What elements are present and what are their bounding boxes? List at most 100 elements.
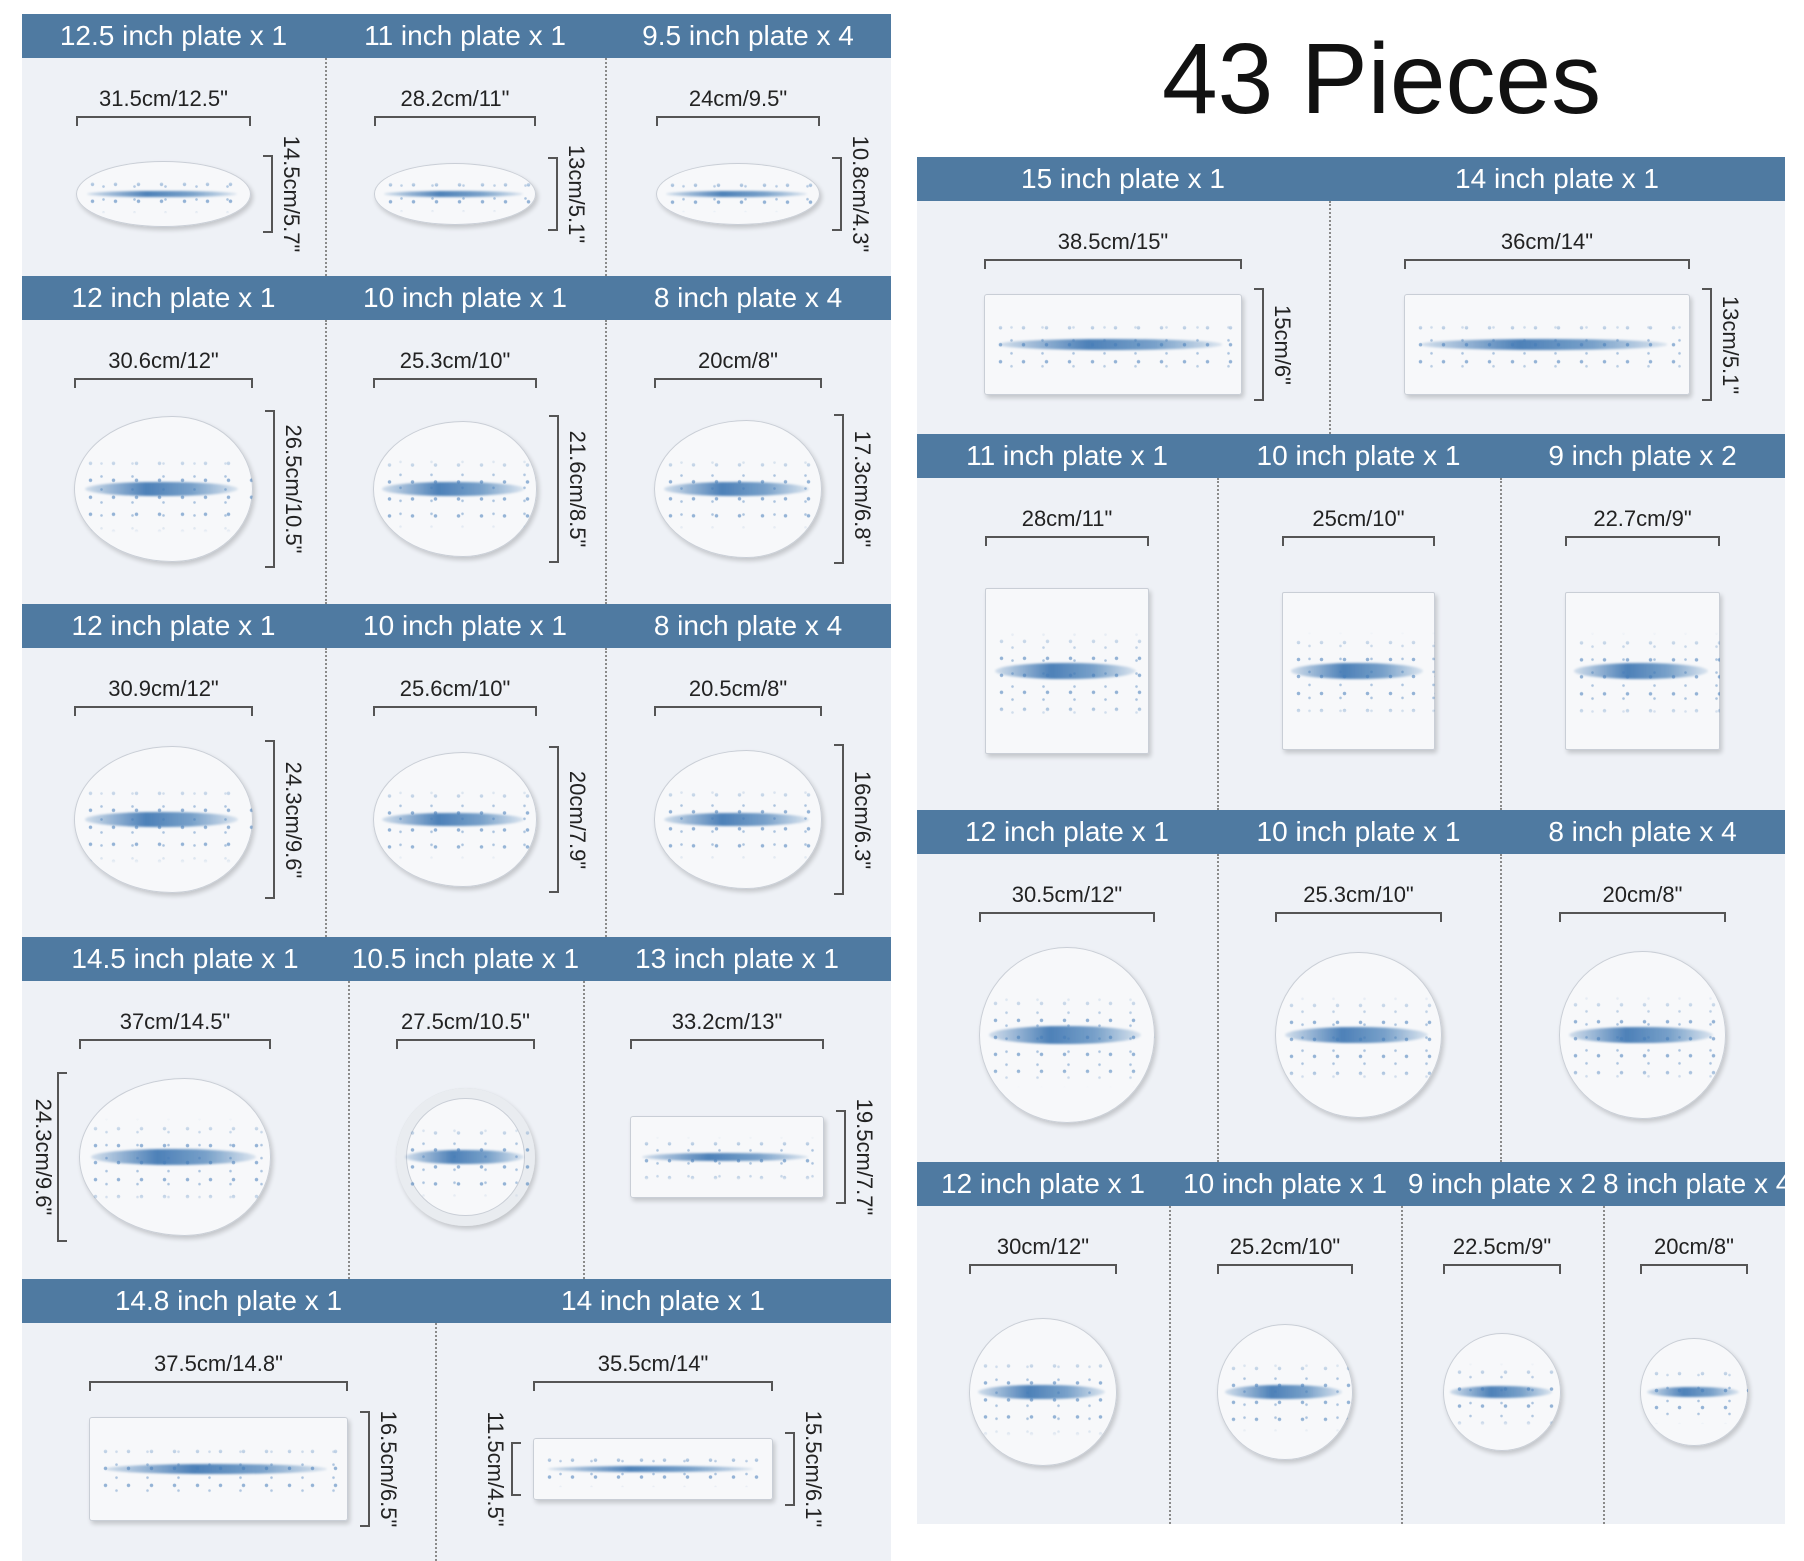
right-row-0-width-bracket-0 xyxy=(983,259,1243,269)
left-row-0-plate-2 xyxy=(655,162,821,226)
right-row-1-plate-splatter-1 xyxy=(1281,592,1436,750)
right-row-1-label-0: 11 inch plate x 1 xyxy=(966,440,1168,471)
left-row-1-width-0: 30.6cm/12" xyxy=(108,348,219,373)
right-row-1-plate-2 xyxy=(1564,591,1720,751)
right-row-0-divider-1 xyxy=(1329,201,1331,434)
right-row-3-width-bracket-2 xyxy=(1442,1264,1562,1274)
left-row-2-plate-2 xyxy=(653,750,823,889)
left-row-0-divider-2 xyxy=(605,58,607,276)
left-row-3-width-1: 27.5cm/10.5" xyxy=(401,1009,530,1034)
left-row-1-plate-1 xyxy=(372,421,538,557)
right-row-3-label-0: 12 inch plate x 1 xyxy=(941,1168,1145,1199)
left-row-3-plate-0 xyxy=(79,1078,271,1236)
left-row-4-header xyxy=(22,1279,891,1323)
left-row-1-width-1: 25.3cm/10" xyxy=(399,348,511,373)
right-row-3-label-2: 9 inch plate x 2 xyxy=(1407,1168,1597,1199)
right-row-2-plate-2 xyxy=(1558,951,1727,1119)
left-row-1-plate-2 xyxy=(653,419,823,559)
left-row-3-plate-splatter-1 xyxy=(396,1087,535,1227)
left-row-4-plate-splatter-1 xyxy=(533,1437,773,1501)
left-row-4-width-bracket-1 xyxy=(533,1381,773,1391)
right-row-1-width-bracket-1 xyxy=(1281,536,1436,546)
right-row-2-width-1: 25.3cm/10" xyxy=(1303,882,1414,907)
right-row-3-divider-2 xyxy=(1401,1206,1403,1524)
left-row-3-header xyxy=(22,937,891,981)
left-row-3-width-2: 33.2cm/13" xyxy=(671,1009,783,1034)
right-row-1-width-1: 25cm/10" xyxy=(1312,506,1405,531)
right-row-3-divider-1 xyxy=(1169,1206,1171,1524)
left-row-3-divider-2 xyxy=(583,981,585,1279)
left-row-1-height-bracket-0 xyxy=(264,409,275,569)
left-row-3-plate-splatter-2 xyxy=(630,1116,824,1198)
left-row-1-label-1: 10 inch plate x 1 xyxy=(363,282,567,313)
right-row-1-width-bracket-0 xyxy=(985,536,1149,546)
right-row-2-plate-splatter-1 xyxy=(1275,951,1442,1119)
left-row-1-width-2: 20cm/8" xyxy=(698,348,778,373)
right-row-3-plate-1 xyxy=(1216,1323,1354,1461)
left-row-0-plate-splatter-1 xyxy=(374,163,536,225)
left-row-4-width-0: 37.5cm/14.8" xyxy=(154,1351,283,1376)
right-row-0-height-1: 13cm/5.1" xyxy=(1718,295,1743,394)
left-row-3-divider-1 xyxy=(348,981,350,1279)
right-row-3-width-bracket-1 xyxy=(1216,1264,1354,1274)
left-row-4-height-1: 15.5cm/6.1" xyxy=(800,1410,826,1528)
right-row-1-divider-2 xyxy=(1500,478,1502,810)
left-row-0-height-bracket-2 xyxy=(832,156,843,232)
right-row-3-width-bracket-0 xyxy=(968,1264,1118,1274)
right-row-2-divider-1 xyxy=(1217,854,1219,1162)
left-row-0-width-bracket-1 xyxy=(374,116,536,126)
left-row-4-label-0: 14.8 inch plate x 1 xyxy=(114,1285,343,1316)
left-row-2-label-2: 8 inch plate x 4 xyxy=(653,610,843,641)
right-row-3-width-3: 20cm/8" xyxy=(1654,1234,1734,1259)
left-row-2-label-0: 12 inch plate x 1 xyxy=(71,610,276,641)
right-row-0-label-1: 14 inch plate x 1 xyxy=(1455,163,1659,194)
left-row-1-plate-splatter-1 xyxy=(372,421,538,557)
right-row-1-width-bracket-2 xyxy=(1564,536,1720,546)
left-row-1-header xyxy=(22,276,891,320)
right-row-0-label-0: 15 inch plate x 1 xyxy=(1021,163,1225,194)
right-row-0-plate-splatter-0 xyxy=(983,293,1243,396)
right-row-2-width-bracket-0 xyxy=(978,912,1156,922)
right-row-3-plate-2 xyxy=(1442,1332,1562,1452)
left-row-1-height-0: 26.5cm/10.5" xyxy=(280,424,306,554)
right-row-1-plate-0 xyxy=(985,587,1149,755)
right-row-0-plate-splatter-1 xyxy=(1403,293,1690,396)
left-row-1-height-bracket-2 xyxy=(834,413,845,565)
right-row-0-plate-0 xyxy=(983,293,1243,396)
left-row-2-height-2: 16cm/6.3" xyxy=(850,770,876,869)
left-row-1-divider-1 xyxy=(325,320,327,604)
left-row-2-plate-0 xyxy=(74,746,253,893)
left-row-2-height-bracket-0 xyxy=(264,740,275,899)
right-row-2-plate-0 xyxy=(978,946,1156,1124)
left-row-0-width-0: 31.5cm/12.5" xyxy=(99,86,228,111)
right-row-0-height-bracket-1 xyxy=(1702,287,1712,402)
left-row-4-width-1: 35.5cm/14" xyxy=(597,1351,709,1376)
left-row-4-plate-0 xyxy=(88,1417,348,1521)
left-row-0-width-bracket-2 xyxy=(655,116,821,126)
left-row-2-divider-2 xyxy=(605,648,607,937)
right-row-3-plate-splatter-2 xyxy=(1442,1332,1562,1452)
left-row-2-label-1: 10 inch plate x 1 xyxy=(363,610,567,641)
right-row-0-header xyxy=(917,157,1785,201)
left-row-0-plate-1 xyxy=(374,163,536,225)
left-row-3-width-bracket-1 xyxy=(396,1039,535,1049)
left-row-1-width-bracket-0 xyxy=(74,378,253,388)
left-row-1-divider-2 xyxy=(605,320,607,604)
left-row-0-plate-0 xyxy=(76,160,251,228)
left-row-4-height2-1: 11.5cm/4.5" xyxy=(483,1411,509,1527)
left-row-2-plate-splatter-2 xyxy=(653,750,823,889)
left-row-1-height-bracket-1 xyxy=(549,415,560,563)
left-row-0-header xyxy=(22,14,891,58)
right-row-1-plate-splatter-2 xyxy=(1564,591,1720,751)
right-row-1-plate-splatter-0 xyxy=(985,587,1149,755)
left-row-3-plate-splatter-0 xyxy=(79,1078,271,1236)
left-row-3-height-2: 19.5cm/7.7" xyxy=(851,1098,877,1216)
left-row-3-plate-1 xyxy=(396,1087,535,1227)
right-row-0-plate-1 xyxy=(1403,293,1690,396)
left-row-1-width-bracket-2 xyxy=(653,378,823,388)
right-row-1-width-0: 28cm/11" xyxy=(1021,506,1113,531)
left-row-4-width-bracket-0 xyxy=(88,1381,348,1391)
left-row-2-plate-splatter-1 xyxy=(372,751,538,888)
left-row-3-height-bracket-0 xyxy=(57,1072,68,1242)
right-row-2-width-bracket-1 xyxy=(1275,912,1442,922)
